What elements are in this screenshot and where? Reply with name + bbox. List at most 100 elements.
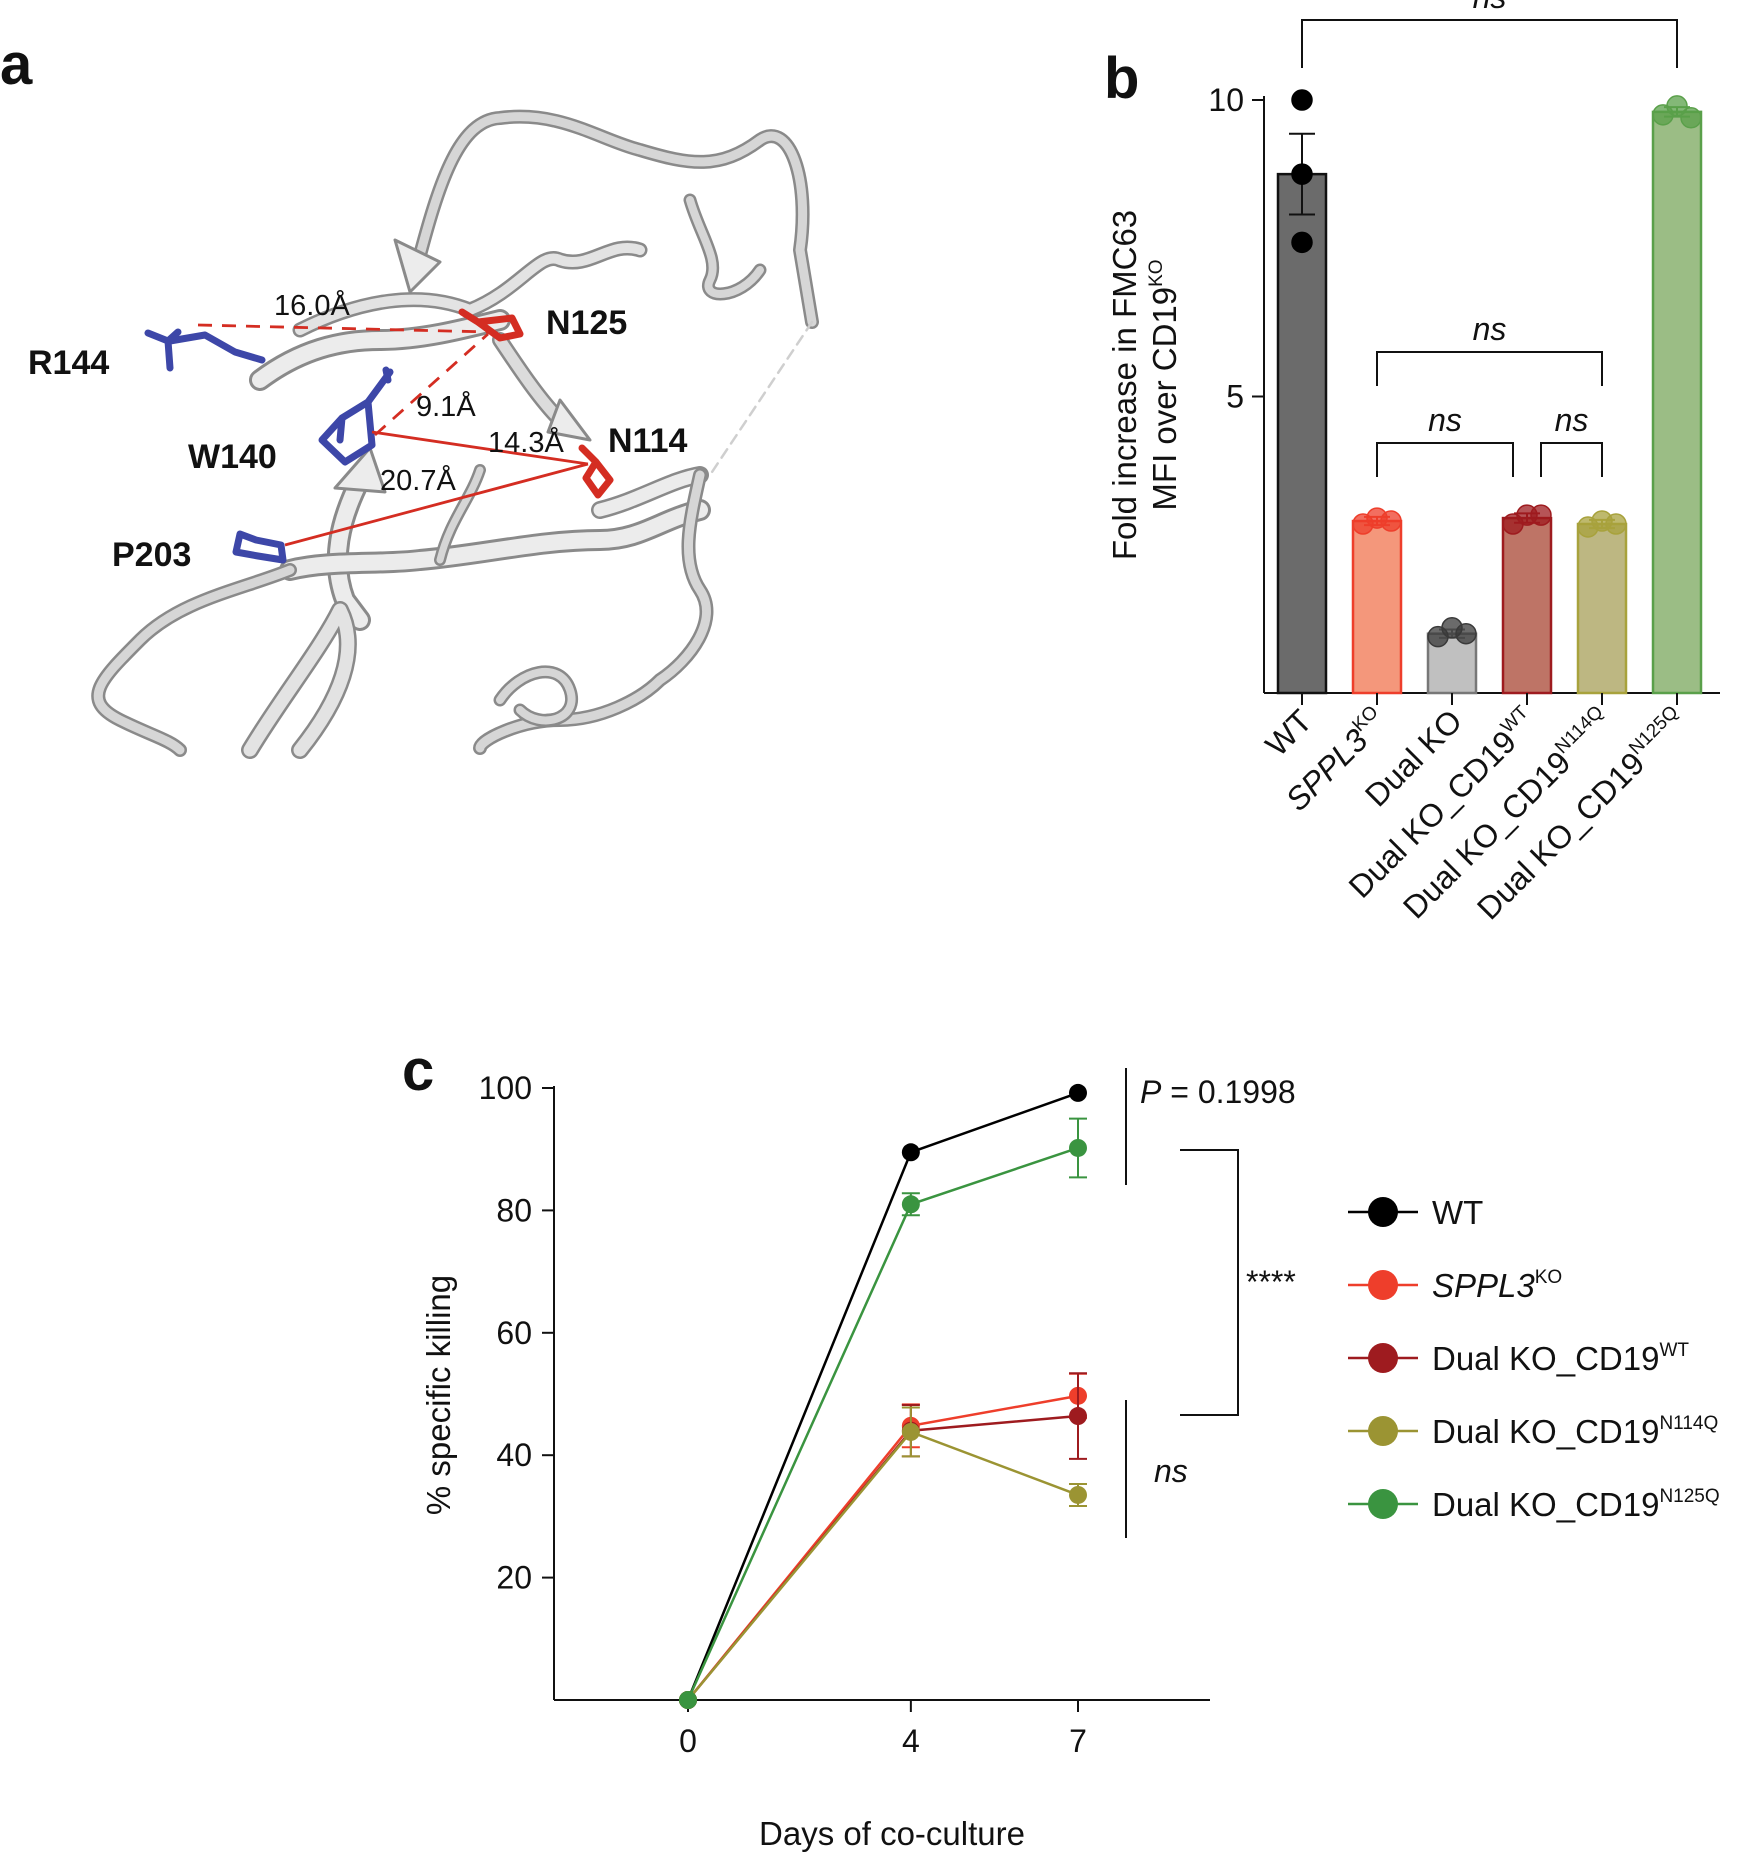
y-tick-label: 80 <box>496 1192 532 1228</box>
distance-line-16 <box>197 323 491 334</box>
strand-arrowheads <box>333 238 592 494</box>
data-point <box>1069 1407 1087 1426</box>
legend-label-main: Dual KO_CD19 <box>1432 1486 1659 1523</box>
y-tick-label: 10 <box>1208 82 1244 118</box>
distance-label-9: 9.1Å <box>416 390 476 423</box>
residue-label-w140: W140 <box>188 438 277 476</box>
panel-b-letter: b <box>1104 46 1139 111</box>
bar <box>1501 516 1553 695</box>
significance-label: ns <box>1473 311 1507 347</box>
legend-marker <box>1368 1270 1398 1300</box>
data-point <box>1069 1485 1087 1504</box>
data-point <box>901 1422 920 1441</box>
residue-sticks-red <box>458 308 614 499</box>
y-axis-label: % specific killing <box>420 1275 457 1515</box>
distance-line-9 <box>374 332 489 437</box>
data-point <box>1455 622 1477 645</box>
y-axis-label-superscript: KO <box>1146 259 1167 286</box>
bar-chart-fold-increase: 5 10 Fold increase in FMC63MFI over CD19KO… <box>1106 0 1720 926</box>
x-tick-label: 4 <box>902 1723 920 1759</box>
y-tick-label: 20 <box>496 1560 532 1596</box>
distance-line-20 <box>284 462 589 547</box>
x-tick-label-main: WT <box>1258 702 1319 763</box>
significance-bracket <box>1301 19 1678 68</box>
bar <box>1651 110 1703 695</box>
legend-label-main: SPPL3 <box>1432 1267 1535 1304</box>
data-point <box>1605 513 1627 535</box>
data-point <box>1291 231 1313 254</box>
legend-label-main: Dual KO_CD19 <box>1432 1340 1659 1377</box>
ns-label: ns <box>1154 1453 1188 1489</box>
legend-label: WT <box>1432 1194 1483 1231</box>
bar <box>1576 522 1628 695</box>
legend-label-superscript: WT <box>1659 1340 1689 1361</box>
series-line <box>687 1394 1079 1701</box>
residue-label-r144: R144 <box>28 344 109 382</box>
legend-label-superscript: KO <box>1535 1267 1562 1288</box>
backbone-ribbon <box>91 109 819 759</box>
data-point <box>679 1691 697 1709</box>
p-value-label-value: = 0.1998 <box>1161 1074 1295 1110</box>
bar <box>1276 172 1328 695</box>
significance-bracket <box>1376 351 1603 386</box>
x-tick-label-superscript: N125Q <box>1625 702 1682 759</box>
series-line <box>687 1430 1079 1701</box>
legend-marker <box>1368 1489 1398 1519</box>
distance-label-16: 16.0Å <box>274 289 350 322</box>
data-point <box>1069 1083 1087 1102</box>
bar <box>1351 519 1403 695</box>
stars-bracket <box>1180 1149 1239 1416</box>
significance-label: ns <box>1473 0 1507 15</box>
residue-sticks-blue <box>144 328 394 564</box>
residue-label-n125: N125 <box>546 304 627 342</box>
chain-break-line <box>708 320 814 477</box>
distance-line-14 <box>371 430 589 466</box>
y-axis-label-line2: MFI over CD19 <box>1146 287 1183 511</box>
data-point <box>1069 1138 1087 1157</box>
data-point <box>1291 89 1313 111</box>
y-axis-label-line1: Fold increase in FMC63 <box>1106 210 1143 560</box>
y-tick-label: 5 <box>1226 379 1244 415</box>
legend-label-main: Dual KO_CD19 <box>1432 1413 1659 1450</box>
x-axis-label: Days of co-culture <box>759 1815 1025 1852</box>
legend-marker <box>1368 1416 1398 1446</box>
legend-label: Dual KO_CD19N114Q <box>1432 1413 1718 1450</box>
legend-marker <box>1368 1343 1398 1373</box>
data-point <box>901 1143 920 1162</box>
significance-label: ns <box>1428 402 1462 438</box>
y-tick-label: 60 <box>496 1315 532 1351</box>
y-tick-label: 100 <box>479 1070 532 1106</box>
legend-label: Dual KO_CD19WT <box>1432 1340 1689 1377</box>
legend-label-superscript: N114Q <box>1659 1413 1718 1434</box>
distance-label-14: 14.3Å <box>488 426 564 459</box>
p-value-label-p: P <box>1140 1074 1162 1110</box>
stars-label: **** <box>1246 1264 1296 1300</box>
series-line <box>686 1146 1079 1701</box>
significance-bracket <box>1376 442 1514 477</box>
panel-a-letter: a <box>0 32 33 97</box>
x-tick-label: 0 <box>679 1723 697 1759</box>
legend-label-superscript: N125Q <box>1659 1486 1719 1507</box>
legend-label: Dual KO_CD19N125Q <box>1432 1486 1720 1523</box>
p-value-label: P = 0.1998 <box>1140 1074 1296 1110</box>
distance-lines <box>197 323 589 547</box>
legend-label-main: WT <box>1432 1194 1483 1231</box>
data-point <box>1380 510 1402 532</box>
x-tick-label: 7 <box>1069 1723 1087 1759</box>
protein-structure <box>91 109 819 759</box>
data-point <box>901 1195 920 1214</box>
significance-label: ns <box>1555 402 1589 438</box>
legend-label: SPPL3KO <box>1432 1267 1562 1304</box>
panel-c-letter: c <box>402 1038 434 1103</box>
x-tick-label: WT <box>1258 702 1319 763</box>
data-point <box>1530 504 1552 526</box>
y-axis-label: Fold increase in FMC63MFI over CD19KO <box>1106 210 1183 560</box>
y-tick-label: 40 <box>496 1437 532 1473</box>
data-point <box>1680 107 1702 129</box>
legend-marker <box>1368 1197 1398 1227</box>
line-chart-specific-killing: 20 40 60 80 100 0 4 7 Days of co-culture % specif… <box>420 1068 1720 1852</box>
significance-bracket <box>1540 442 1603 477</box>
data-point <box>1291 163 1313 185</box>
residue-label-p203: P203 <box>112 536 191 574</box>
